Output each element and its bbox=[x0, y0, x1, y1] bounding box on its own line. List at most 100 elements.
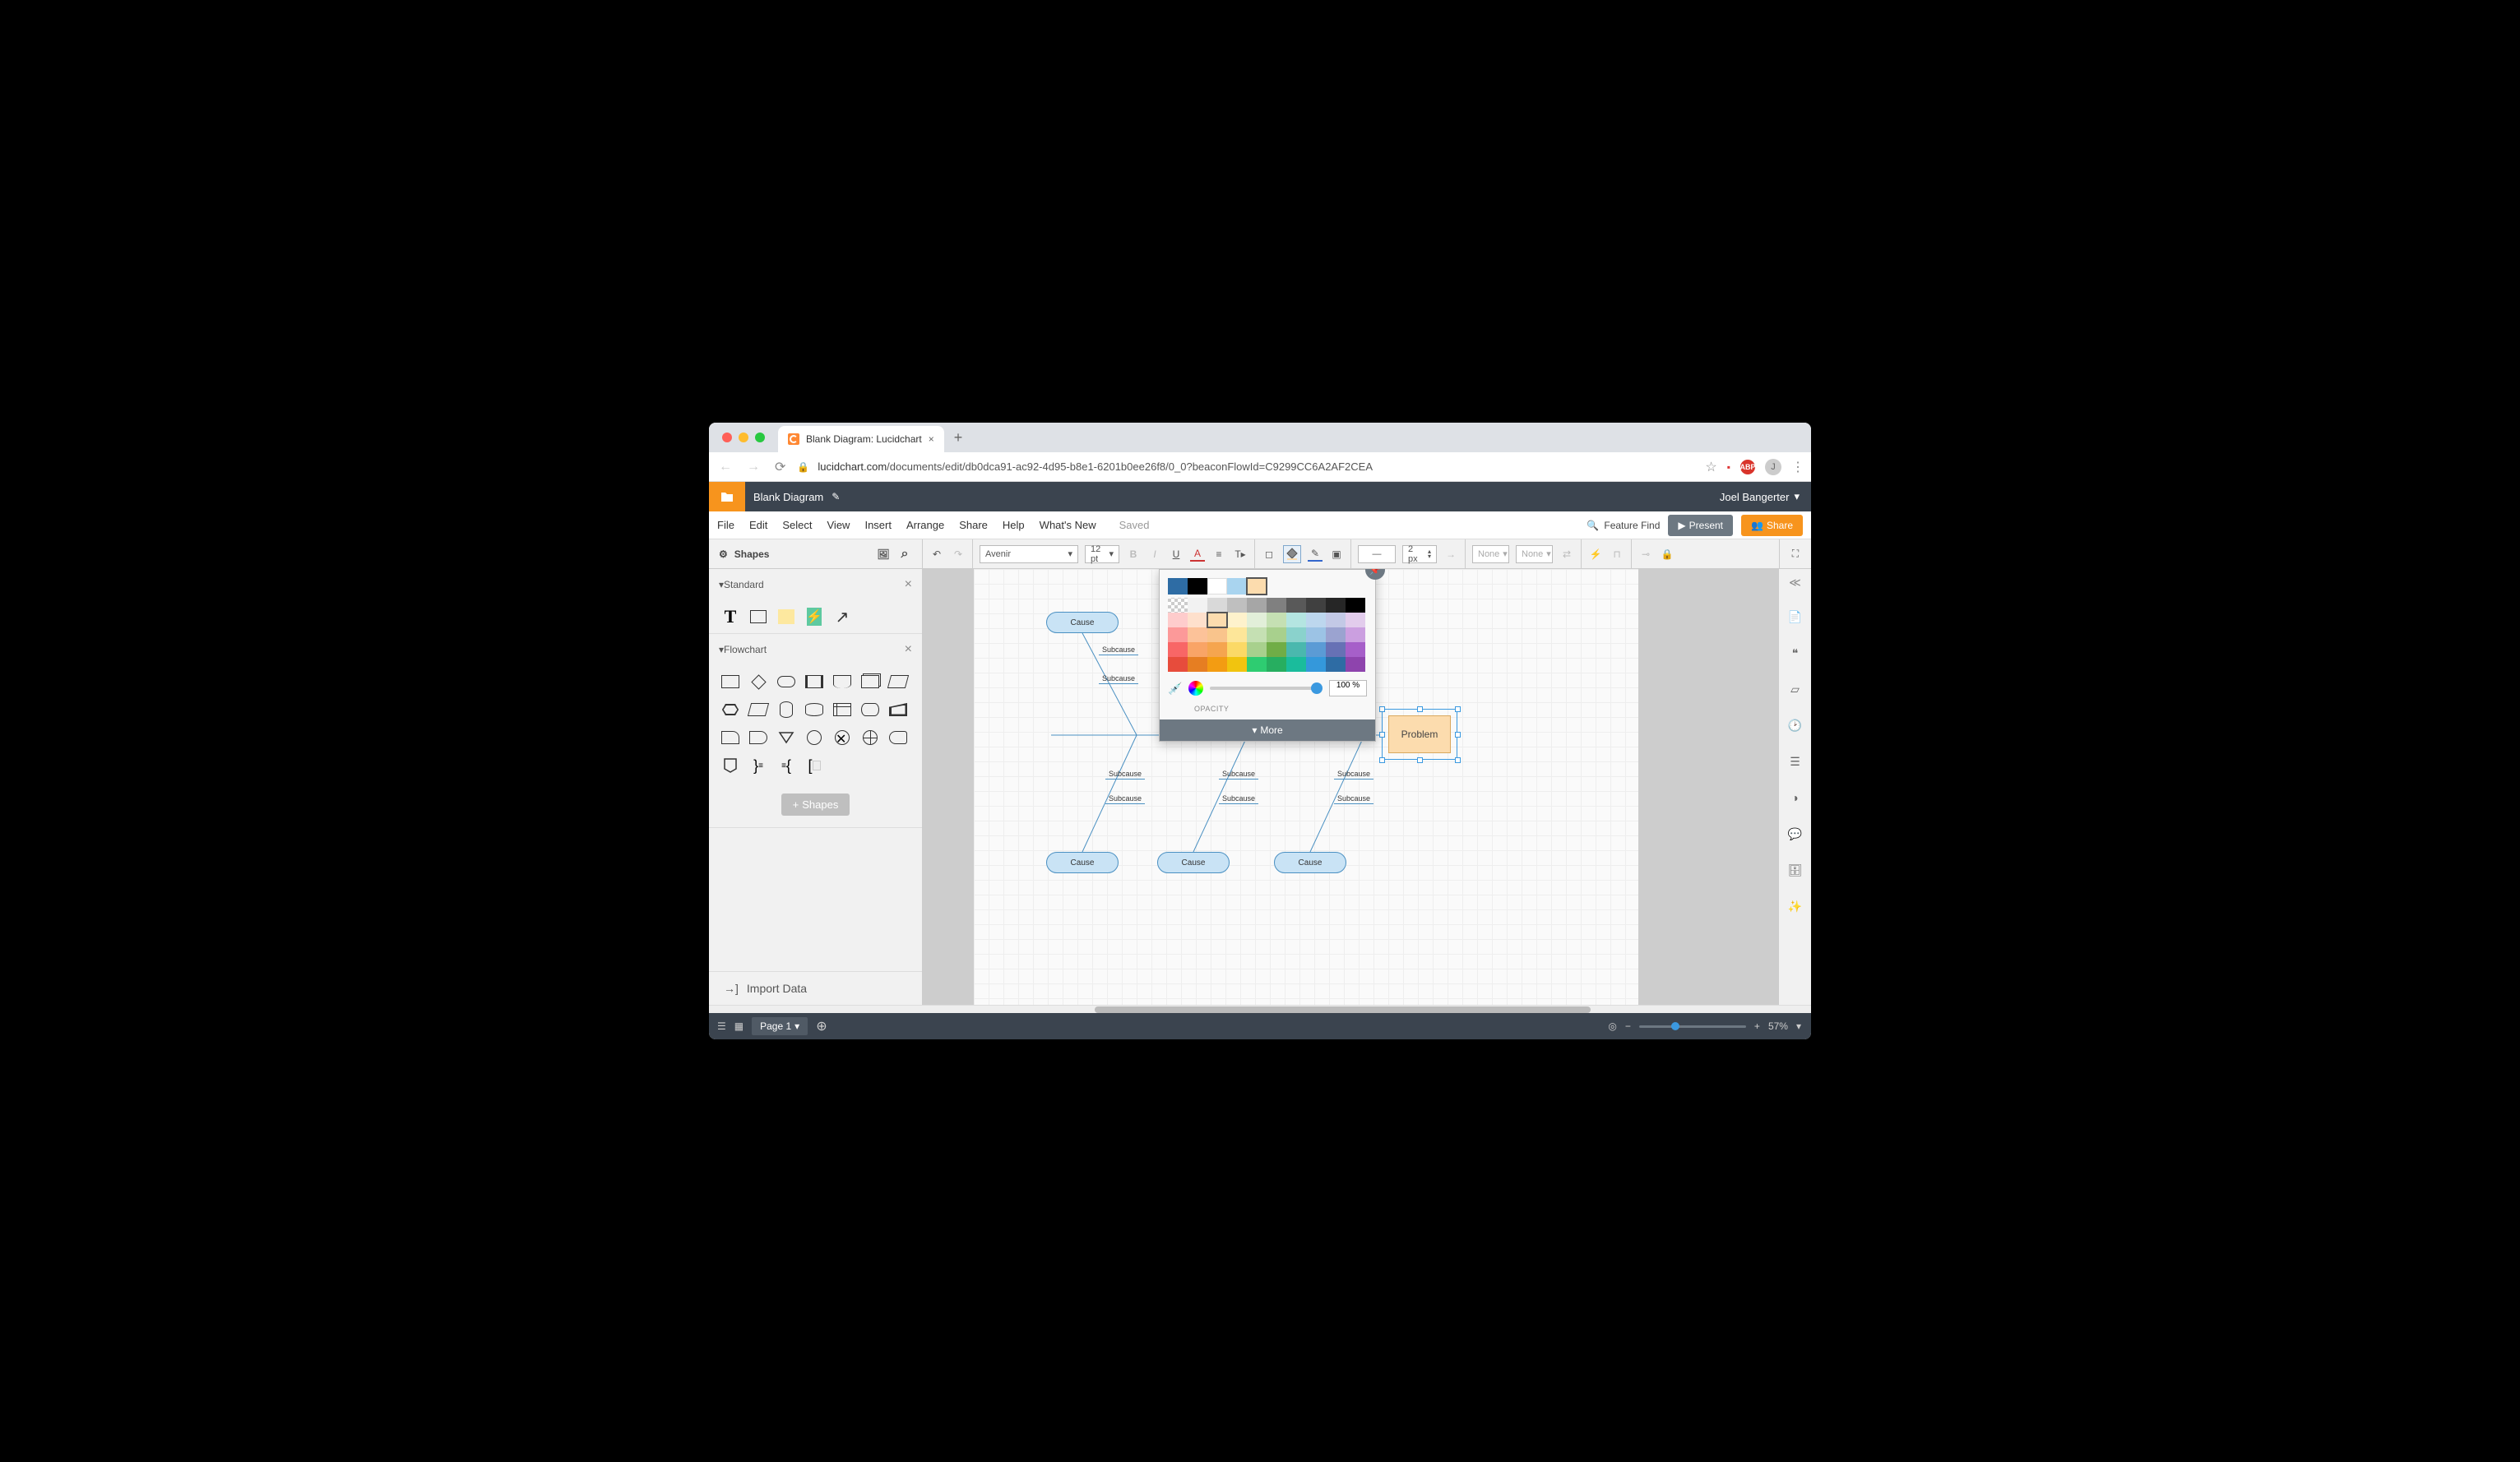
italic-button[interactable]: I bbox=[1147, 547, 1162, 562]
bracket-shape[interactable]: [ bbox=[803, 754, 826, 777]
lock-icon[interactable]: 🔒 bbox=[1660, 547, 1675, 562]
subcause-label[interactable]: Subcause bbox=[1334, 794, 1373, 804]
color-swatch[interactable] bbox=[1207, 627, 1227, 642]
color-swatch[interactable] bbox=[1326, 598, 1346, 613]
color-swatch[interactable] bbox=[1207, 613, 1227, 627]
color-swatch[interactable] bbox=[1267, 657, 1286, 672]
color-swatch[interactable] bbox=[1188, 578, 1207, 595]
abp-icon[interactable]: ABP bbox=[1740, 460, 1755, 474]
undo-button[interactable]: ↶ bbox=[929, 547, 944, 562]
color-swatch[interactable] bbox=[1286, 657, 1306, 672]
color-swatch[interactable] bbox=[1346, 642, 1365, 657]
color-swatch[interactable] bbox=[1326, 657, 1346, 672]
selection-handle[interactable] bbox=[1379, 757, 1385, 763]
color-swatch[interactable] bbox=[1207, 578, 1227, 595]
arrow-end-dropdown[interactable]: None▾ bbox=[1516, 545, 1553, 563]
redo-button[interactable]: ↷ bbox=[951, 547, 966, 562]
edit-title-icon[interactable]: ✎ bbox=[832, 491, 840, 502]
magnet-icon[interactable]: ⊓ bbox=[1610, 547, 1624, 562]
menu-view[interactable]: View bbox=[827, 519, 850, 531]
terminator-shape[interactable] bbox=[775, 670, 798, 693]
zoom-in-button[interactable]: + bbox=[1754, 1020, 1760, 1032]
connector-shape[interactable] bbox=[803, 726, 826, 749]
bold-button[interactable]: B bbox=[1126, 547, 1141, 562]
hotspot-shape[interactable]: ⚡ bbox=[803, 605, 826, 628]
subcause-label[interactable]: Subcause bbox=[1105, 794, 1145, 804]
text-color-button[interactable]: A bbox=[1190, 547, 1205, 562]
selection-handle[interactable] bbox=[1455, 706, 1461, 712]
color-swatch[interactable] bbox=[1168, 642, 1188, 657]
delay-shape[interactable] bbox=[747, 726, 770, 749]
display-shape[interactable] bbox=[887, 726, 910, 749]
page-selector[interactable]: Page 1 ▾ bbox=[752, 1017, 808, 1035]
collapse-right-panel-icon[interactable]: ≪ bbox=[1789, 576, 1801, 590]
color-swatch[interactable] bbox=[1168, 578, 1188, 595]
paper-tape-shape[interactable] bbox=[859, 698, 882, 721]
pentagon-shape[interactable] bbox=[719, 698, 742, 721]
opacity-slider[interactable] bbox=[1210, 687, 1323, 690]
arrow-start-dropdown[interactable]: None▾ bbox=[1472, 545, 1509, 563]
color-swatch[interactable] bbox=[1346, 598, 1365, 613]
menu-select[interactable]: Select bbox=[782, 519, 812, 531]
close-window-button[interactable] bbox=[722, 433, 732, 442]
note-shape[interactable] bbox=[775, 605, 798, 628]
cause-node[interactable]: Cause bbox=[1046, 852, 1119, 873]
profile-avatar[interactable]: J bbox=[1765, 459, 1781, 475]
color-swatch[interactable] bbox=[1306, 642, 1326, 657]
color-swatch[interactable] bbox=[1227, 613, 1247, 627]
canvas[interactable]: Cause Cause Cause Cause Subcause Subcause Subc… bbox=[974, 569, 1638, 1005]
shape-outline-button[interactable]: ◻ bbox=[1262, 547, 1276, 562]
direct-data-shape[interactable] bbox=[803, 698, 826, 721]
font-size-dropdown[interactable]: 12 pt ▾ bbox=[1085, 545, 1119, 563]
color-swatch[interactable] bbox=[1227, 642, 1247, 657]
fullscreen-icon[interactable]: ⛶ bbox=[1788, 547, 1803, 562]
offpage-shape[interactable] bbox=[719, 754, 742, 777]
flowchart-header[interactable]: ▾ Flowchart × bbox=[709, 634, 922, 665]
close-tab-button[interactable]: × bbox=[929, 433, 934, 445]
back-button[interactable]: ← bbox=[716, 456, 735, 478]
more-shapes-button[interactable]: + Shapes bbox=[781, 793, 850, 816]
underline-button[interactable]: U bbox=[1169, 547, 1184, 562]
maximize-window-button[interactable] bbox=[755, 433, 765, 442]
history-icon[interactable]: 🕑 bbox=[1786, 716, 1804, 734]
color-swatch[interactable] bbox=[1207, 642, 1227, 657]
present-button[interactable]: ▶ Present bbox=[1668, 515, 1733, 536]
comment-icon[interactable]: ❝ bbox=[1786, 644, 1804, 662]
selection-handle[interactable] bbox=[1417, 706, 1423, 712]
manual-input-shape[interactable] bbox=[887, 698, 910, 721]
color-swatch[interactable] bbox=[1267, 613, 1286, 627]
color-swatch[interactable] bbox=[1306, 627, 1326, 642]
document-shape[interactable] bbox=[831, 670, 854, 693]
color-swatch[interactable] bbox=[1346, 627, 1365, 642]
menu-whats-new[interactable]: What's New bbox=[1040, 519, 1096, 531]
text-options-button[interactable]: T▸ bbox=[1233, 547, 1248, 562]
no-fill-swatch[interactable] bbox=[1168, 598, 1188, 613]
list-view-icon[interactable]: ☰ bbox=[717, 1020, 726, 1032]
forward-button[interactable]: → bbox=[743, 456, 763, 478]
multidoc-shape[interactable] bbox=[859, 670, 882, 693]
fill-color-button[interactable] bbox=[1283, 545, 1301, 563]
import-data-button[interactable]: →] Import Data bbox=[709, 971, 922, 1005]
zoom-slider[interactable] bbox=[1639, 1025, 1746, 1028]
color-swatch[interactable] bbox=[1168, 657, 1188, 672]
data-icon[interactable]: 🗄 bbox=[1786, 861, 1804, 879]
chevron-down-icon[interactable]: ▾ bbox=[1796, 1020, 1801, 1032]
file-icon[interactable]: 📄 bbox=[1786, 608, 1804, 626]
color-swatch[interactable] bbox=[1267, 642, 1286, 657]
color-swatch[interactable] bbox=[1286, 613, 1306, 627]
color-swatch[interactable] bbox=[1267, 627, 1286, 642]
cause-node[interactable]: Cause bbox=[1274, 852, 1346, 873]
close-section-icon[interactable]: × bbox=[905, 577, 912, 592]
cause-node[interactable]: Cause bbox=[1046, 612, 1119, 633]
opacity-slider-thumb[interactable] bbox=[1311, 682, 1323, 694]
menu-file[interactable]: File bbox=[717, 519, 734, 531]
subcause-label[interactable]: Subcause bbox=[1099, 674, 1138, 684]
reload-button[interactable]: ⟳ bbox=[771, 456, 789, 479]
border-color-button[interactable]: ✎ bbox=[1308, 547, 1323, 562]
color-swatch[interactable] bbox=[1306, 657, 1326, 672]
cause-node[interactable]: Cause bbox=[1157, 852, 1230, 873]
presentation-icon[interactable]: ▱ bbox=[1786, 680, 1804, 698]
standard-header[interactable]: ▾ Standard × bbox=[709, 569, 922, 600]
internal-storage-shape[interactable] bbox=[831, 698, 854, 721]
brace-shape[interactable]: }≡ bbox=[747, 754, 770, 777]
